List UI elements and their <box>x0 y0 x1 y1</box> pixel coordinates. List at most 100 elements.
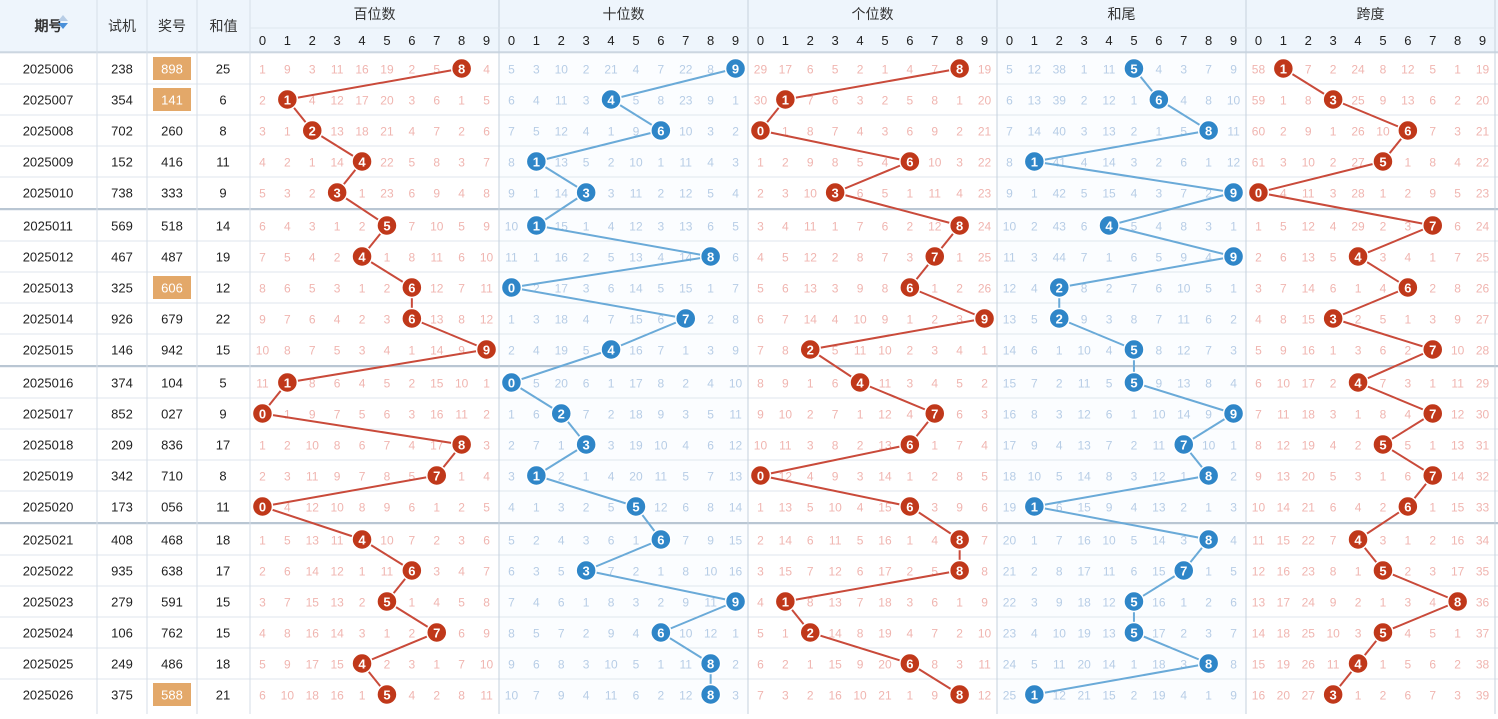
miss-count: 8 <box>1280 313 1287 327</box>
miss-count: 8 <box>757 377 764 391</box>
ball-circle <box>500 276 523 299</box>
win-cell: 104 <box>161 376 183 391</box>
miss-count: 10 <box>1102 534 1116 548</box>
miss-count: 1 <box>558 439 565 453</box>
trend-line <box>1034 662 1209 696</box>
ball-circle <box>1197 464 1220 487</box>
miss-count: 33 <box>1476 501 1490 515</box>
miss-count: 15 <box>729 534 743 548</box>
miss-count: 16 <box>1003 408 1017 422</box>
miss-count: 8 <box>458 689 465 703</box>
miss-count: 4 <box>633 63 640 77</box>
miss-count: 12 <box>878 408 892 422</box>
miss-count: 8 <box>508 627 515 641</box>
miss-count: 15 <box>679 282 693 296</box>
miss-count: 5 <box>1330 251 1337 265</box>
miss-count: 3 <box>1156 187 1163 201</box>
miss-count: 19 <box>555 344 569 358</box>
miss-count: 7 <box>757 689 764 703</box>
miss-count: 18 <box>1077 596 1091 610</box>
ball-circle <box>749 119 772 142</box>
trend-line <box>262 505 363 541</box>
ball-digit: 8 <box>1205 124 1212 139</box>
miss-count: 7 <box>931 63 938 77</box>
miss-count: 9 <box>832 470 839 484</box>
miss-count: 9 <box>682 596 689 610</box>
miss-count: 22 <box>978 156 992 170</box>
sort-icon[interactable] <box>58 23 68 29</box>
miss-count: 6 <box>409 187 416 201</box>
ball-circle <box>899 276 921 299</box>
trend-line <box>585 569 736 603</box>
miss-count: 28 <box>1351 187 1365 201</box>
miss-count: 17 <box>1451 565 1465 579</box>
miss-count: 3 <box>1255 282 1262 296</box>
win-cell: 333 <box>161 186 183 201</box>
miss-count: 4 <box>309 94 316 108</box>
miss-count: 10 <box>1252 501 1266 515</box>
miss-count: 8 <box>832 439 839 453</box>
miss-count: 12 <box>1302 220 1316 234</box>
miss-count: 5 <box>1255 344 1262 358</box>
miss-count: 14 <box>779 534 793 548</box>
ball-circle <box>1422 214 1444 237</box>
miss-count: 2 <box>608 156 615 170</box>
miss-count: 7 <box>757 344 764 358</box>
miss-count: 7 <box>857 596 864 610</box>
miss-count: 8 <box>1081 282 1088 296</box>
miss-count: 12 <box>928 220 942 234</box>
miss-count: 10 <box>455 377 469 391</box>
miss-count: 14 <box>330 156 344 170</box>
miss-count: 2 <box>1405 187 1412 201</box>
miss-count: 1 <box>458 470 465 484</box>
miss-count: 5 <box>359 408 366 422</box>
miss-count: 3 <box>757 220 764 234</box>
miss-count: 8 <box>359 501 366 515</box>
miss-count: 5 <box>931 565 938 579</box>
miss-count: 5 <box>832 344 839 358</box>
miss-count: 2 <box>359 220 366 234</box>
trial-cell: 467 <box>111 250 133 265</box>
ball-circle <box>924 245 946 268</box>
digit-header: 5 <box>881 33 888 48</box>
miss-count: 2 <box>1380 689 1387 703</box>
miss-count: 6 <box>1380 344 1387 358</box>
miss-count: 1 <box>1405 313 1412 327</box>
miss-count: 4 <box>1330 220 1337 234</box>
miss-count: 7 <box>483 156 490 170</box>
miss-count: 6 <box>757 658 764 672</box>
miss-count: 43 <box>1053 220 1067 234</box>
miss-count: 10 <box>505 220 519 234</box>
miss-count: 10 <box>654 439 668 453</box>
drawn-digit-ball: 7 <box>426 464 448 487</box>
miss-count: 3 <box>583 282 590 296</box>
miss-count: 16 <box>1077 534 1091 548</box>
miss-count: 20 <box>878 658 892 672</box>
miss-count: 8 <box>857 627 864 641</box>
miss-count: 1 <box>882 63 889 77</box>
miss-count: 7 <box>832 408 839 422</box>
miss-count: 6 <box>1056 501 1063 515</box>
miss-count: 1 <box>1355 565 1362 579</box>
miss-count: 1 <box>732 94 739 108</box>
miss-count: 26 <box>1302 658 1316 672</box>
drawn-digit-ball: 1 <box>1023 495 1046 518</box>
miss-count: 5 <box>707 408 714 422</box>
ball-circle <box>326 181 348 204</box>
miss-count: 14 <box>306 565 320 579</box>
miss-count: 9 <box>857 658 864 672</box>
ball-digit: 5 <box>632 500 639 515</box>
sort-up-icon[interactable] <box>58 15 68 21</box>
miss-count: 7 <box>458 282 465 296</box>
miss-count: 1 <box>1131 94 1138 108</box>
miss-count: 5 <box>732 220 739 234</box>
trial-cell: 702 <box>111 124 133 139</box>
trend-line <box>1332 317 1434 351</box>
drawn-digit-ball: 8 <box>1197 528 1220 551</box>
miss-count: 7 <box>658 344 665 358</box>
miss-count: 3 <box>1280 156 1287 170</box>
miss-count: 1 <box>384 251 391 265</box>
ball-digit: 4 <box>358 155 366 170</box>
miss-count: 2 <box>1106 282 1113 296</box>
ball-digit: 7 <box>931 250 938 265</box>
